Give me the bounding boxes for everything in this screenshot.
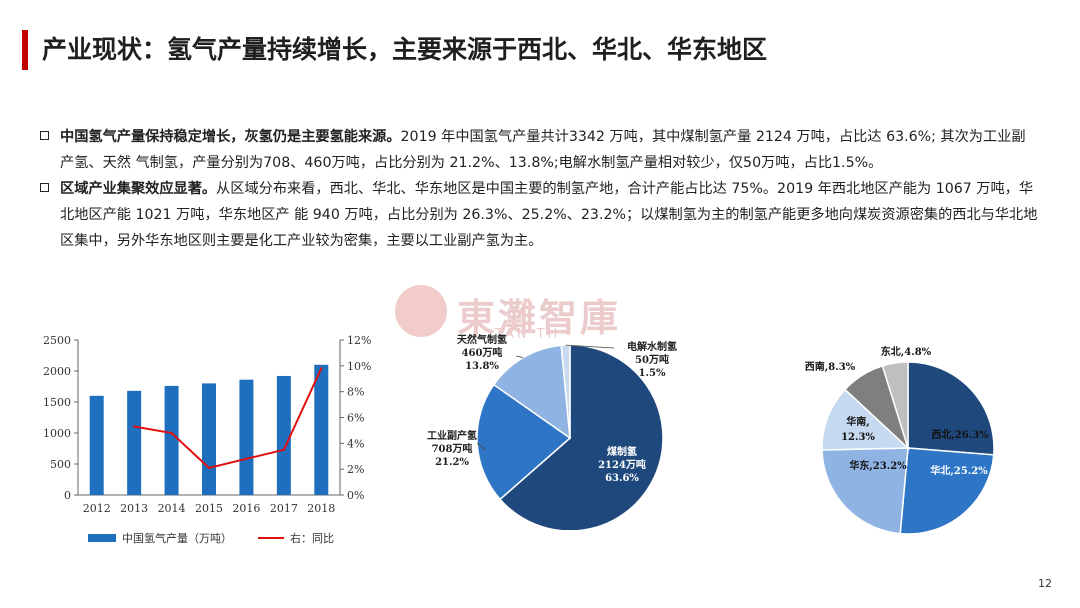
title-accent-bar	[22, 30, 28, 70]
x-tick-label: 2016	[232, 502, 260, 515]
right-tick-label: 0%	[347, 489, 364, 502]
bullet-heading: 区域产业集聚效应显著。	[60, 181, 217, 197]
slice-label-natural-gas: 13.8%	[465, 361, 499, 372]
region-slice-0	[907, 361, 995, 456]
left-tick-label: 2500	[43, 334, 71, 347]
right-tick-label: 12%	[347, 334, 371, 347]
bullet-body: 从区域分布来看，西北、华北、华东地区是中国主要的制氢产地，合计产能占比达 75%…	[60, 181, 1038, 249]
bar-2013	[127, 390, 142, 495]
yoy-point	[170, 431, 173, 435]
bar-2016	[239, 379, 254, 495]
yoy-point	[282, 448, 286, 451]
region-slice-5	[881, 361, 909, 449]
x-tick-label: 2015	[195, 502, 223, 515]
region-slice-1	[899, 447, 995, 535]
right-tick-label: 10%	[347, 360, 371, 373]
x-tick-label: 2014	[158, 502, 186, 515]
legend-bar-swatch	[88, 534, 116, 542]
x-tick-label: 2012	[83, 502, 111, 515]
slice-label-industrial: 21.2%	[435, 457, 469, 468]
slice-label-coal: 63.6%	[605, 473, 639, 484]
bullet-item-production: 中国氢气产量保持稳定增长，灰氢仍是主要氢能来源。2019 年中国氢气产量共计33…	[38, 124, 1038, 176]
slice-label-south: 华南,	[846, 415, 869, 428]
slice-label-electrolysis: 1.5%	[639, 368, 666, 379]
legend-bar-label: 中国氢气产量（万吨）	[122, 531, 232, 545]
bar-2018	[314, 364, 329, 495]
bar-2015	[202, 383, 216, 495]
slice-label-northwest: 西北,26.3%	[931, 428, 989, 441]
slice-label-east: 华东,23.2%	[849, 459, 907, 472]
bullet-body: 2019 年中国氢气产量共计3342 万吨，其中煤制氢产量 2124 万吨，占比…	[60, 129, 1026, 171]
left-tick-label: 2000	[43, 365, 71, 378]
yoy-point	[245, 457, 248, 461]
leader-line	[565, 344, 615, 349]
yoy-point	[320, 367, 323, 370]
right-tick-label: 8%	[347, 386, 364, 399]
slice-label-northeast: 东北,4.8%	[881, 345, 932, 358]
bullet-list: 中国氢气产量保持稳定增长，灰氢仍是主要氢能来源。2019 年中国氢气产量共计33…	[38, 124, 1038, 254]
slice-label-southwest: 西南,8.3%	[805, 360, 856, 373]
x-tick-label: 2017	[270, 502, 298, 515]
square-bullet-icon	[40, 183, 49, 192]
slice-label-south-pct: 12.3%	[841, 432, 875, 443]
source-slice-0	[499, 344, 664, 530]
slice-label-natural-gas: 天然气制氢	[457, 333, 507, 346]
yoy-growth-line	[133, 367, 323, 469]
slice-label-north: 华北,25.2%	[930, 464, 988, 477]
slice-label-electrolysis: 电解水制氢	[627, 340, 677, 353]
legend-line-label: 右：同比	[290, 531, 334, 545]
right-tick-label: 2%	[347, 463, 364, 476]
source-slice-2	[492, 344, 571, 440]
x-tick-label: 2013	[120, 502, 148, 515]
slice-label-natural-gas: 460万吨	[462, 346, 503, 359]
left-tick-label: 1000	[43, 427, 71, 440]
bar-2014	[164, 385, 179, 495]
bar-2012	[89, 395, 104, 495]
yoy-point	[132, 425, 136, 428]
right-tick-label: 6%	[347, 412, 364, 425]
region-slice-3	[821, 388, 910, 451]
yoy-point	[207, 466, 211, 470]
slice-label-industrial: 工业副产氢	[427, 429, 477, 442]
leader-line	[476, 442, 487, 451]
page-number: 12	[1038, 577, 1052, 590]
right-tick-label: 4%	[347, 437, 364, 450]
page-title: 产业现状：氢气产量持续增长，主要来源于西北、华北、华东地区	[42, 35, 768, 64]
leader-line	[515, 355, 524, 359]
x-tick-label: 2018	[307, 502, 335, 515]
left-tick-label: 0	[64, 489, 71, 502]
square-bullet-icon	[40, 131, 49, 140]
bar-2017	[276, 375, 291, 495]
slice-label-coal: 煤制氢	[607, 445, 637, 458]
bullet-item-region: 区域产业集聚效应显著。从区域分布来看，西北、华北、华东地区是中国主要的制氢产地，…	[38, 176, 1038, 254]
bullet-heading: 中国氢气产量保持稳定增长，灰氢仍是主要氢能来源。	[60, 129, 401, 145]
slice-label-industrial: 708万吨	[432, 442, 473, 455]
production-bar-line-chart: 0 500 1000 1500 2000 2500 0% 2% 4% 6% 8% 10% 12% 2012…	[43, 334, 371, 545]
regional-capacity-pie-chart: 西北,26.3% 华北,25.2% 华东,23.2% 华南, 12.3% 西南,8.3% 东…	[805, 345, 995, 535]
left-tick-label: 1500	[43, 396, 71, 409]
slice-label-coal: 2124万吨	[598, 458, 646, 471]
region-slice-2	[821, 447, 909, 535]
slice-label-electrolysis: 50万吨	[635, 353, 669, 366]
left-tick-label: 500	[50, 458, 71, 471]
